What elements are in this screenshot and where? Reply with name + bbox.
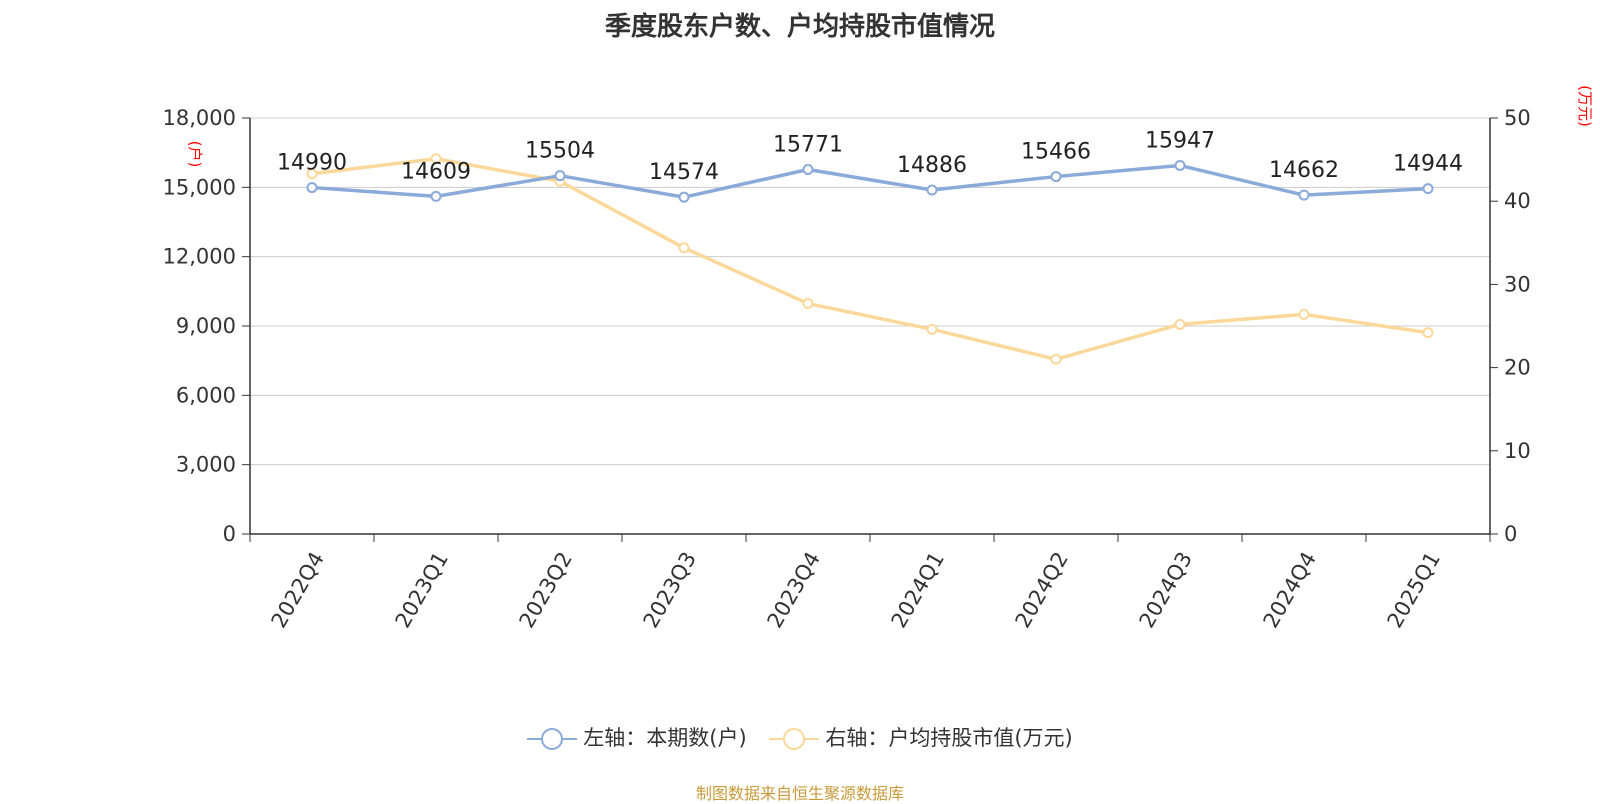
legend-marker-yellow-icon [769,728,820,750]
series-line-avg-value [311,157,1429,362]
avg-value-point [678,242,690,254]
legend-label-left: 左轴：本期数(户) [583,726,747,750]
series-line-holders [311,163,1429,199]
data-labels: 14990 14609 15504 14574 15771 14886 15466 15947… [277,128,1463,185]
holders-point [554,170,566,182]
right-tick-label: 50 [1504,106,1531,130]
right-tick-label: 0 [1504,522,1517,546]
avg-value-point [430,153,442,165]
x-tick-label: 2023Q3 [639,548,701,632]
data-label: 14990 [277,151,347,176]
legend-item-right[interactable]: 右轴：户均持股市值(万元) [769,722,1073,752]
x-tick-label: 2023Q4 [763,548,825,632]
right-tick-label: 10 [1504,439,1531,463]
data-label: 14886 [897,153,967,178]
chart-title: 季度股东户数、户均持股市值情况 [604,12,995,42]
holders-point [1174,159,1186,171]
data-label: 15947 [1145,128,1215,153]
legend-item-left[interactable]: 左轴：本期数(户) [527,722,747,752]
holders-point [430,190,442,202]
legend-label-right: 右轴：户均持股市值(万元) [825,726,1073,750]
right-tick-label: 30 [1504,272,1531,296]
x-tick-label: 2024Q4 [1259,548,1321,632]
holders-point [802,164,814,176]
x-tick-label: 2024Q3 [1135,548,1197,632]
x-tick-label: 2022Q4 [267,548,329,632]
avg-value-point [1422,327,1434,339]
right-axis-unit: (万元) [1576,85,1594,127]
data-label: 15466 [1021,140,1091,165]
avg-value-point [1050,353,1062,365]
legend-marker-blue-icon [527,728,578,750]
holders-point [1050,171,1062,183]
left-tick-label: 3,000 [176,453,236,477]
data-label: 15504 [525,139,595,164]
avg-value-point [1298,308,1310,320]
avg-value-point [1174,318,1186,330]
right-tick-label: 40 [1504,189,1531,213]
data-label: 14662 [1269,158,1339,183]
x-tick-label: 2023Q2 [515,548,577,632]
data-label: 14944 [1393,152,1463,177]
x-tick-label: 2025Q1 [1383,548,1445,632]
x-tick-label: 2024Q2 [1011,548,1073,632]
holders-point [678,191,690,203]
left-axis-unit: (户) [186,141,204,168]
left-tick-label: 15,000 [163,175,236,199]
holders-point [926,184,938,196]
series-lines [306,153,1434,365]
avg-value-point [306,168,318,180]
data-label: 15771 [773,133,843,158]
avg-value-point [926,323,938,335]
right-tick-label: 20 [1504,356,1531,380]
holders-point [306,182,318,194]
legend: 左轴：本期数(户) 右轴：户均持股市值(万元) [0,722,1600,752]
data-label: 14574 [649,160,719,185]
x-tick-label: 2024Q1 [887,548,949,632]
left-tick-label: 0 [223,522,236,546]
holders-point [1298,189,1310,201]
grid-lines [250,117,1490,466]
left-tick-label: 18,000 [163,106,236,130]
source-note: 制图数据来自恒生聚源数据库 [695,784,904,803]
holders-point [1422,183,1434,195]
x-tick-label: 2023Q1 [391,548,453,632]
left-tick-label: 6,000 [176,383,236,407]
left-tick-label: 9,000 [176,314,236,338]
left-tick-label: 12,000 [163,245,236,269]
data-label: 14609 [401,159,471,184]
avg-value-point [802,298,814,310]
